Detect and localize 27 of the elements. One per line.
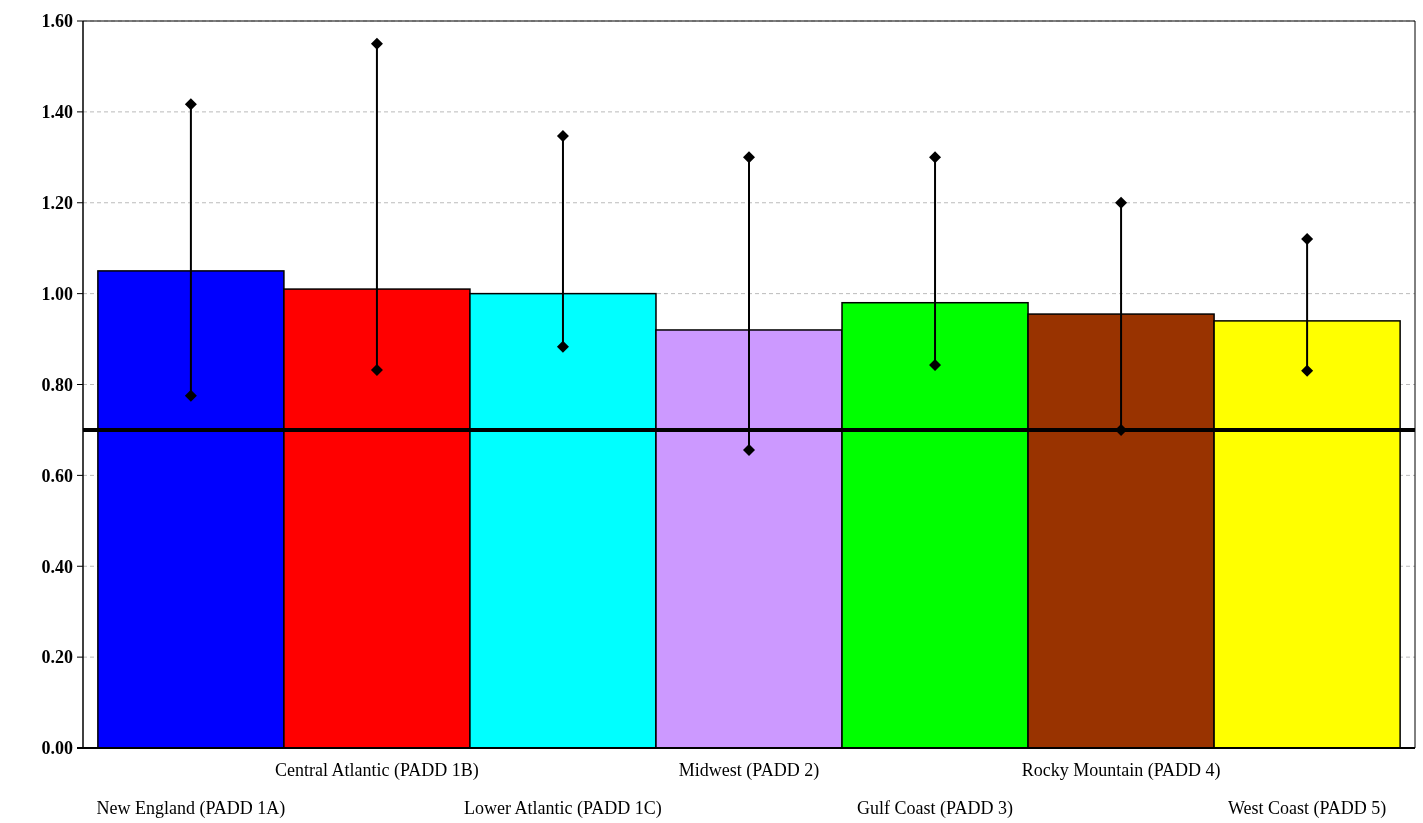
y-tick-label: 1.60 xyxy=(41,11,73,32)
y-tick-label: 0.80 xyxy=(41,374,73,395)
point xyxy=(1301,364,1314,377)
x-tick-label: Midwest (PADD 2) xyxy=(678,760,820,781)
x-tick-label: Gulf Coast (PADD 3) xyxy=(857,798,1013,819)
y-tick-label: 1.00 xyxy=(41,283,73,304)
point xyxy=(370,37,383,50)
point xyxy=(743,151,755,164)
y-tick-label: 1.40 xyxy=(41,102,73,123)
x-tick-label: West Coast (PADD 5) xyxy=(1227,798,1387,819)
y-tick-label: 0.20 xyxy=(41,647,73,668)
point xyxy=(1301,233,1314,246)
point xyxy=(556,129,569,142)
point xyxy=(184,98,197,111)
point xyxy=(1115,196,1128,209)
y-tick-label: 0.60 xyxy=(41,465,73,486)
x-tick-label: Central Atlantic (PADD 1B) xyxy=(275,760,479,781)
point xyxy=(556,340,569,353)
x-tick-label: Lower Atlantic (PADD 1C) xyxy=(464,798,662,819)
x-tick-label: New England (PADD 1A) xyxy=(96,798,286,819)
point xyxy=(370,363,383,376)
point xyxy=(929,151,942,164)
y-tick-label: 0.00 xyxy=(41,738,73,759)
x-tick-label: Rocky Mountain (PADD 4) xyxy=(1021,760,1221,781)
point xyxy=(184,389,197,402)
y-tick-label: 0.40 xyxy=(41,556,73,577)
y-tick-label: 1.20 xyxy=(41,193,73,214)
